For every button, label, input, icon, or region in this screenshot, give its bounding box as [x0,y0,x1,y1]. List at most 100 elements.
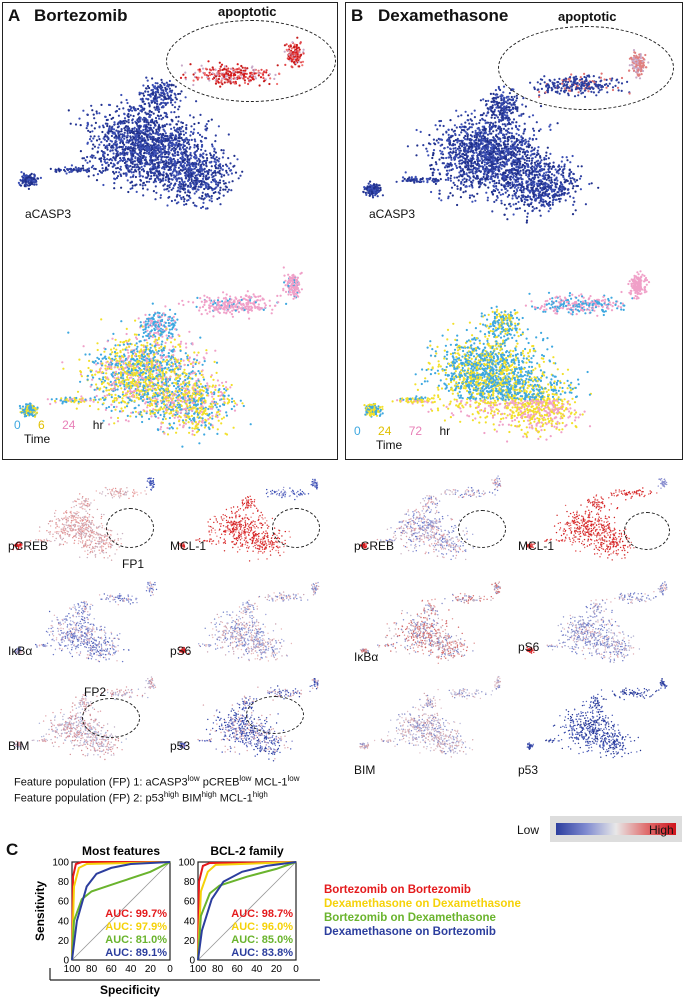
panel-a-time-0: 0 [14,418,21,432]
fp1-ellipse-right-pcreb [458,510,506,548]
roc-ytick-1-80: 80 [184,877,196,888]
small-multiple-label-left-5: p53 [170,739,191,753]
roc-xtick-0-20: 20 [145,964,157,975]
roc-ytick-0-60: 60 [58,897,70,908]
roc-xtick-0-100: 100 [64,964,81,975]
small-multiple-right-ps6 [526,581,668,664]
panel-c-charts: Most features 0 20 40 60 80 100 100 80 60 40 20 0 AUC… [33,844,320,997]
fp1-text-2: pCREB [199,776,240,789]
fp1-sup-1: low [187,774,200,783]
roc-auc-0-3: AUC: 89.1% [105,947,167,959]
roc-ytick-0-80: 80 [58,877,70,888]
panel-b-letter: B [351,6,364,25]
panel-b-time-72: 72 [408,424,423,438]
roc-xtick-1-0: 0 [293,964,299,975]
roc-xtick-0-60: 60 [106,964,118,975]
panel-b-time-label: Time [376,438,403,452]
roc-curve-0-3 [71,861,171,961]
roc-auc-1-2: AUC: 85.0% [231,934,293,946]
panel-b-apoptotic-ellipse [498,26,674,110]
panel-a-time-label: Time [24,432,51,446]
roc-ytick-0-0: 0 [63,956,69,967]
small-multiple-label-right-4: BIM [354,763,376,777]
small-multiple-left-ps6 [178,581,320,662]
fp1-ellipse-pcreb [106,508,154,548]
roc-auc-0-0: AUC: 99.7% [105,908,167,920]
panel-a-time-unit: hr [92,418,104,432]
small-multiple-label-left-1: MCL-1 [170,539,207,553]
colorbar-low-label: Low [517,823,540,837]
fp2-ellipse-bim [82,698,140,738]
small-multiple-label-right-0: pCREB [354,539,395,553]
panel-b-tsne-time [363,270,651,443]
roc-ytick-1-100: 100 [178,858,195,869]
legend-item-1: Dexamethasone on Dexamethasone [324,898,521,910]
roc-curve-1-2 [197,861,297,961]
small-multiple-right-mcl1 [526,478,668,561]
fp2-ellipse-p53 [246,696,304,734]
panel-b-time-unit: hr [439,424,451,438]
panel-a-tsne-casp3 [17,36,305,210]
colorbar-high-label: High [649,823,674,837]
panel-a-marker-label: aCASP3 [25,207,72,221]
colorbar-gradient [556,823,676,835]
fp1-text-1: Feature population (FP) 1: aCASP3 [14,776,188,789]
small-multiple-label-left-4: BIM [8,739,30,753]
roc-curve-0-2 [71,861,171,961]
panel-a-box [2,2,338,460]
roc-title-0: Most features [82,844,160,858]
panel-b-marker-label: aCASP3 [369,207,416,221]
roc-xtick-1-80: 80 [212,964,224,975]
roc-curve-1-1 [197,861,297,961]
legend-item-3: Dexamethasone on Bortezomib [324,926,496,938]
panel-b-box [345,2,683,460]
fp2-sup-1: high [163,790,179,799]
legend-item-2: Bortezomib on Dexamethasone [324,912,496,924]
roc-xtick-0-80: 80 [86,964,98,975]
panel-a-time-6: 6 [38,418,45,432]
roc-title-1: BCL-2 family [210,844,284,858]
small-multiple-label-left-3: pS6 [170,644,192,658]
panel-a-time-24: 24 [62,418,76,432]
small-multiple-label-left-2: IκBα [8,644,33,658]
small-multiple-left-mcl1 [177,478,319,562]
fp2-text-3: MCL-1 [216,792,253,805]
small-multiple-label-left-0: pCREB [8,539,49,553]
fp2-text-2: BIM [178,792,202,805]
roc-xtick-1-100: 100 [190,964,207,975]
roc-xtick-1-20: 20 [271,964,283,975]
small-multiple-right-ib [359,581,501,664]
roc-curve-1-0 [197,861,297,961]
small-multiple-label-right-5: p53 [518,763,539,777]
roc-ytick-0-20: 20 [58,936,70,947]
panel-b-time-row: 0 24 72 hr [354,424,450,438]
roc-xtick-0-40: 40 [125,964,137,975]
panel-a-apoptotic-label: apoptotic [218,4,277,19]
small-multiple-right-bim [359,675,501,758]
fp1-ellipse-right-mcl1 [624,512,670,550]
small-multiple-left-ib [14,581,158,663]
roc-auc-1-1: AUC: 96.0% [231,921,293,933]
roc-auc-0-1: AUC: 97.9% [105,921,167,933]
fp2-sup-2: high [201,790,217,799]
panel-b-apoptotic-label: apoptotic [558,9,617,24]
roc-xtick-1-60: 60 [232,964,244,975]
small-multiple-label-right-3: pS6 [518,640,540,654]
panel-a-time-row: 0 6 24 hr [14,418,103,432]
panel-b-time-0: 0 [354,424,361,438]
roc-diagonal-0 [71,861,171,961]
roc-xlabel: Specificity [100,983,160,997]
roc-xtick-1-40: 40 [251,964,263,975]
roc-ytick-0-100: 100 [52,858,69,869]
roc-ylabel: Sensitivity [33,881,47,941]
small-multiple-right-p53 [526,678,668,759]
fp2-description: Feature population (FP) 2: p53high BIMhi… [14,790,268,805]
fp2-text-1: Feature population (FP) 2: p53 [14,792,164,805]
panel-b-tsne-casp3 [362,49,650,224]
roc-auc-1-0: AUC: 98.7% [231,908,293,920]
roc-curve-1-3 [197,861,297,961]
panel-a-letter: A [8,6,21,25]
roc-ytick-0-40: 40 [58,916,70,927]
roc-ytick-1-0: 0 [189,956,195,967]
roc-diagonal-1 [197,861,297,961]
